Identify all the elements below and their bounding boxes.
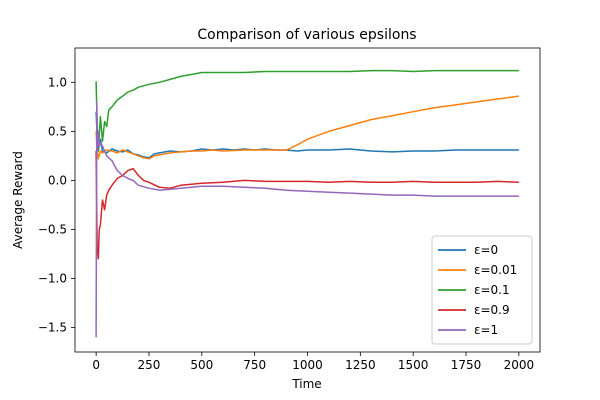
x-axis-label: Time bbox=[291, 377, 321, 391]
y-tick-label: 0.5 bbox=[48, 124, 67, 138]
legend-box bbox=[431, 235, 533, 345]
legend-label-0: ε=0 bbox=[474, 243, 498, 257]
y-tick-label: 0.0 bbox=[48, 173, 67, 187]
x-tick-label: 2000 bbox=[504, 358, 535, 372]
x-tick-label: 1000 bbox=[292, 358, 323, 372]
series-line-1 bbox=[95, 95, 520, 160]
legend-label-2: ε=0.1 bbox=[474, 283, 510, 297]
x-tick-label: 1250 bbox=[345, 358, 376, 372]
x-tick-label: 1500 bbox=[398, 358, 429, 372]
legend-label-4: ε=1 bbox=[474, 323, 498, 337]
chart-title: Comparison of various epsilons bbox=[197, 27, 416, 43]
x-tick-label: 750 bbox=[243, 358, 266, 372]
x-tick-label: 0 bbox=[92, 358, 100, 372]
legend-label-3: ε=0.9 bbox=[474, 303, 510, 317]
series-line-4 bbox=[95, 101, 519, 338]
plot-area bbox=[95, 69, 520, 338]
y-axis-label: Average Reward bbox=[11, 151, 25, 249]
y-tick-label: −0.5 bbox=[38, 222, 67, 236]
y-tick-label: −1.5 bbox=[38, 320, 67, 334]
x-tick-label: 250 bbox=[138, 358, 161, 372]
series-line-2 bbox=[95, 69, 519, 152]
y-tick-label: −1.0 bbox=[38, 271, 67, 285]
series-line-3 bbox=[95, 150, 519, 260]
legend-label-1: ε=0.01 bbox=[474, 263, 517, 277]
x-tick-label: 1750 bbox=[451, 358, 482, 372]
legend: ε=0 ε=0.01 ε=0.1 ε=0.9 ε=1 bbox=[431, 235, 533, 345]
x-tick-label: 500 bbox=[190, 358, 213, 372]
y-tick-label: 1.0 bbox=[48, 75, 67, 89]
series-line-0 bbox=[95, 111, 519, 159]
axes: 0 250 500 750 1000 1250 1500 1750 2000 −1.5 −1.0 −0… bbox=[38, 47, 541, 372]
